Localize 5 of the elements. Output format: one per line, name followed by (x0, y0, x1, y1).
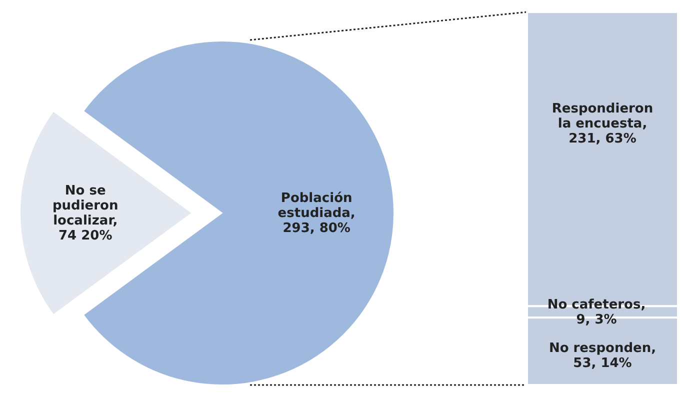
slice-label: No se pudieron localizar, 74 20% (52, 183, 118, 244)
slice-label: Población estudiada, 293, 80% (278, 190, 356, 236)
data-label: No responden, 53, 14% (548, 340, 656, 370)
data-label: No cafeteros, 9, 3% (547, 296, 646, 327)
data-label: Respondieron la encuesta, 231, 63% (552, 101, 654, 146)
